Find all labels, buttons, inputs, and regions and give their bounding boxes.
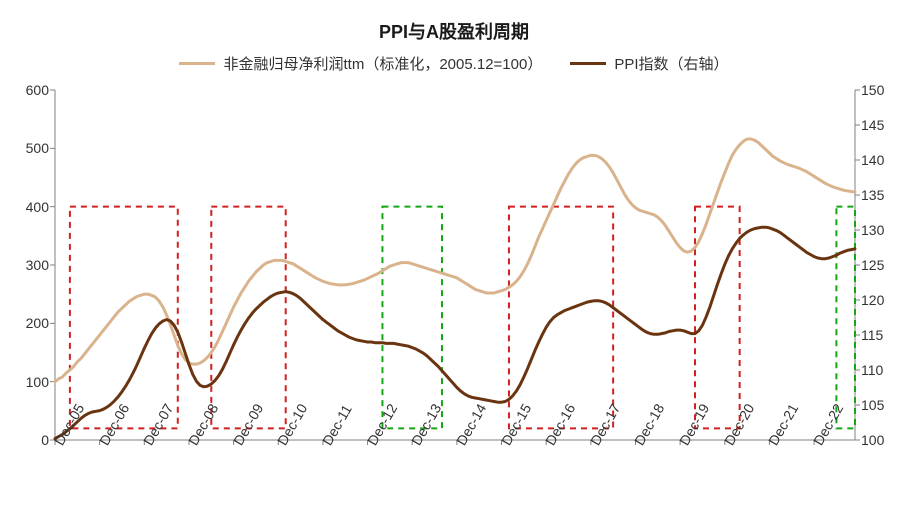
- y-right-tick-label: 100: [861, 432, 884, 448]
- y-right-tick-label: 105: [861, 397, 884, 413]
- legend-item: 非金融归母净利润ttm（标准化，2005.12=100）: [179, 53, 542, 74]
- y-left-tick-label: 0: [41, 432, 49, 448]
- y-right-tick-label: 150: [861, 82, 884, 98]
- y-right-tick-label: 115: [861, 327, 883, 343]
- y-right-tick-label: 140: [861, 152, 884, 168]
- y-left-tick-label: 300: [26, 257, 49, 273]
- highlight-box: [509, 207, 613, 429]
- series-line: [55, 139, 855, 382]
- highlight-box: [695, 207, 740, 429]
- y-left-tick-label: 500: [26, 140, 49, 156]
- series-line: [55, 227, 855, 438]
- highlight-box: [836, 207, 855, 429]
- y-left-tick-label: 100: [26, 374, 49, 390]
- chart-legend: 非金融归母净利润ttm（标准化，2005.12=100） PPI指数（右轴）: [0, 52, 908, 74]
- legend-label: 非金融归母净利润ttm（标准化，2005.12=100）: [223, 53, 542, 74]
- plot-area: 0100200300400500600100105110115120125130…: [55, 90, 855, 440]
- legend-label: PPI指数（右轴）: [614, 53, 728, 74]
- y-left-tick-label: 600: [26, 82, 49, 98]
- y-right-tick-label: 110: [861, 362, 883, 378]
- y-right-tick-label: 130: [861, 222, 884, 238]
- y-right-tick-label: 120: [861, 292, 884, 308]
- legend-swatch: [570, 62, 606, 65]
- ppi-earnings-cycle-chart: PPI与A股盈利周期 非金融归母净利润ttm（标准化，2005.12=100） P…: [0, 0, 908, 517]
- legend-item: PPI指数（右轴）: [570, 53, 728, 74]
- y-left-tick-label: 400: [26, 199, 49, 215]
- highlight-box: [382, 207, 442, 429]
- highlight-box: [70, 207, 178, 429]
- y-left-tick-label: 200: [26, 315, 49, 331]
- y-right-tick-label: 125: [861, 257, 884, 273]
- chart-title: PPI与A股盈利周期: [0, 18, 908, 44]
- legend-swatch: [179, 62, 215, 65]
- y-right-tick-label: 135: [861, 187, 884, 203]
- y-right-tick-label: 145: [861, 117, 884, 133]
